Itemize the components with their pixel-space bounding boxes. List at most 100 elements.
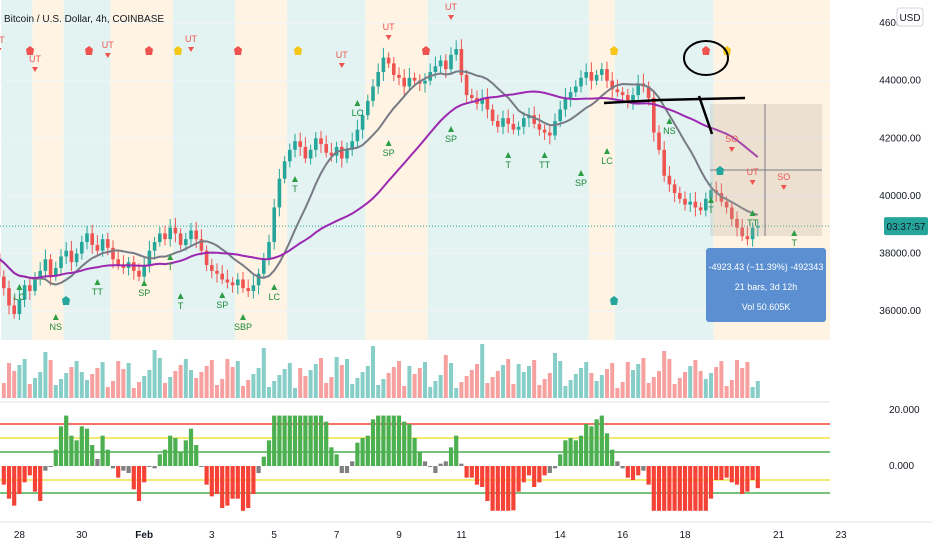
osc-bar bbox=[334, 454, 339, 466]
osc-bar bbox=[563, 440, 568, 466]
pentagon-marker bbox=[294, 46, 302, 55]
sell-triangle bbox=[448, 15, 454, 20]
osc-bar bbox=[256, 466, 261, 473]
volume-bar bbox=[386, 373, 391, 398]
osc-bar bbox=[17, 466, 22, 494]
volume-bar bbox=[703, 379, 708, 398]
candle-body bbox=[683, 198, 687, 205]
osc-bar bbox=[100, 435, 105, 466]
volume-bar bbox=[631, 370, 635, 398]
candle-body bbox=[589, 72, 594, 81]
signal-label: UT bbox=[747, 167, 759, 177]
osc-bar bbox=[126, 466, 131, 473]
signal-label: UT bbox=[0, 35, 5, 45]
candle-body bbox=[246, 288, 250, 292]
osc-bar bbox=[298, 415, 303, 466]
candle-body bbox=[54, 267, 58, 277]
candle-body bbox=[615, 89, 620, 93]
candle-body bbox=[704, 198, 708, 211]
candle-body bbox=[636, 83, 640, 96]
volume-bar bbox=[100, 362, 105, 398]
time-axis[interactable]: 28 30 Feb 3 5 7 9 11 14 16 18 21 23 bbox=[0, 521, 932, 541]
osc-bar bbox=[38, 466, 43, 501]
osc-bar bbox=[214, 466, 220, 494]
volume-bar bbox=[641, 358, 646, 398]
time-tick-label: 7 bbox=[334, 530, 340, 541]
candle-body bbox=[454, 48, 458, 55]
volume-bar bbox=[516, 364, 521, 398]
volume-bar bbox=[350, 384, 355, 398]
candle-body bbox=[28, 285, 32, 292]
osc-bar bbox=[329, 447, 334, 466]
volume-bar bbox=[475, 364, 479, 398]
candle-body bbox=[199, 239, 204, 251]
grid bbox=[0, 22, 830, 312]
candle-body bbox=[698, 207, 703, 211]
volume-bar bbox=[157, 358, 162, 398]
buy-triangle bbox=[604, 148, 610, 154]
candle-body bbox=[220, 273, 224, 280]
time-tick-label: 3 bbox=[209, 530, 215, 541]
osc-bar bbox=[116, 466, 121, 478]
time-tick-label: 21 bbox=[773, 530, 785, 541]
pentagon-marker bbox=[145, 46, 153, 55]
volume-bar bbox=[407, 366, 412, 398]
volume-bar bbox=[558, 361, 563, 398]
volume-bar bbox=[683, 372, 687, 398]
volume-bar bbox=[183, 359, 188, 398]
currency-button[interactable] bbox=[896, 7, 924, 27]
title-group: Bitcoin / U.S. Dollar, 4h, COINBASE bbox=[4, 14, 164, 25]
candle-body bbox=[480, 97, 484, 104]
session-band-3 bbox=[110, 0, 173, 340]
candle-body bbox=[376, 72, 380, 87]
measure-box-bg bbox=[706, 248, 826, 322]
price-tick-label: 36000.00 bbox=[879, 306, 921, 317]
osc-bar bbox=[552, 466, 558, 469]
session-band-1 bbox=[32, 0, 64, 340]
volume-bar bbox=[485, 383, 490, 398]
osc-bar bbox=[594, 419, 599, 466]
candle-body bbox=[267, 242, 271, 260]
candle-body bbox=[548, 132, 552, 136]
volume-bar bbox=[646, 383, 651, 398]
volume-bar bbox=[511, 384, 516, 398]
candle-body bbox=[459, 48, 464, 75]
osc-bar bbox=[755, 466, 760, 489]
signal-label: SP bbox=[216, 300, 228, 310]
osc-bar bbox=[90, 445, 95, 466]
candle-body bbox=[646, 86, 651, 98]
osc-bar bbox=[53, 449, 58, 466]
signal-label: T bbox=[708, 205, 714, 215]
volume-bar bbox=[261, 348, 266, 398]
price-tick-label: 42000.00 bbox=[879, 133, 921, 144]
session-band-2 bbox=[63, 0, 111, 340]
candle-body bbox=[568, 92, 573, 98]
osc-bar bbox=[121, 466, 126, 471]
osc-bar bbox=[12, 466, 17, 506]
candle-body bbox=[116, 259, 120, 266]
volume-bar bbox=[391, 367, 396, 398]
osc-bar bbox=[646, 466, 651, 485]
volume-bar bbox=[719, 361, 724, 398]
volume-bar bbox=[469, 370, 474, 398]
volume-bar bbox=[464, 376, 469, 398]
candle-body bbox=[262, 259, 266, 274]
volume-bar bbox=[111, 381, 115, 398]
price-tick-label: 44000.00 bbox=[879, 76, 921, 87]
osc-bar bbox=[370, 419, 376, 466]
session-band-8 bbox=[427, 0, 589, 340]
candle-body bbox=[579, 77, 583, 87]
osc-bar bbox=[360, 438, 365, 466]
candle-body bbox=[189, 230, 193, 240]
price-axis[interactable]: 46000.0044000.0042000.0040000.0038000.00… bbox=[832, 0, 932, 550]
candle-body bbox=[303, 146, 308, 159]
candle-body bbox=[350, 141, 354, 150]
candle-body bbox=[272, 207, 276, 243]
buy-triangle bbox=[666, 118, 673, 124]
pentagon-marker bbox=[610, 46, 618, 55]
volume-bar bbox=[428, 387, 433, 398]
candle-body bbox=[693, 201, 698, 208]
osc-bar bbox=[485, 466, 490, 501]
